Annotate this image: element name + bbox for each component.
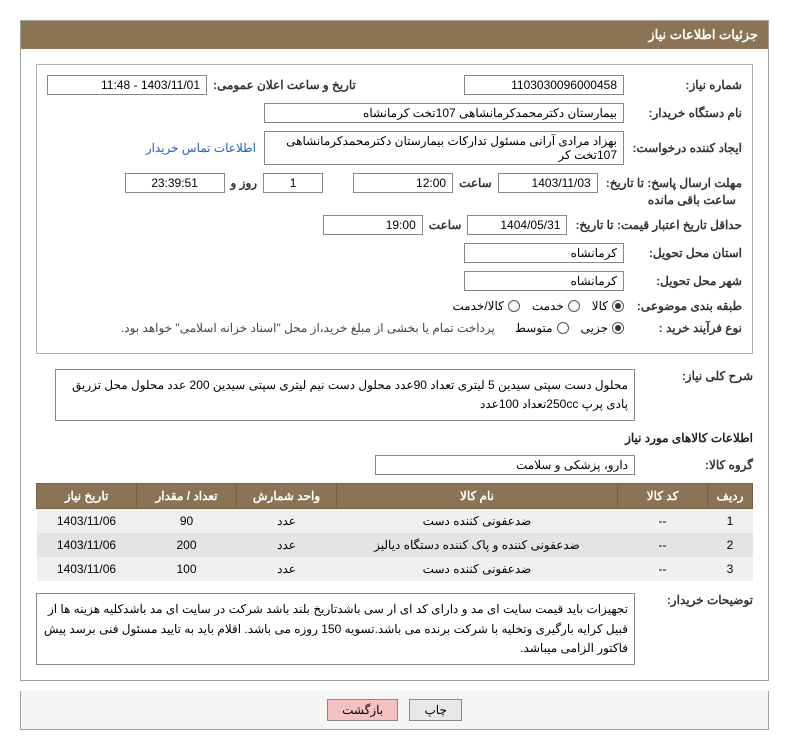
radio-service-dot	[568, 300, 580, 312]
table-cell: ضدعفونی کننده دست	[337, 509, 618, 534]
radio-partial-dot	[612, 322, 624, 334]
buyer-org-value: بیمارستان دکترمحمدکرمانشاهی 107تخت کرمان…	[264, 103, 624, 123]
table-cell: عدد	[237, 533, 337, 557]
table-cell: 200	[137, 533, 237, 557]
radio-service[interactable]: خدمت	[532, 299, 580, 313]
contact-link[interactable]: اطلاعات تماس خریدار	[146, 141, 256, 155]
table-cell: عدد	[237, 557, 337, 581]
purchase-type-group: جزیی متوسط	[515, 321, 624, 335]
buyer-notes-label: توضیحات خریدار:	[643, 593, 753, 607]
announce-label: تاریخ و ساعت اعلان عمومی:	[213, 78, 356, 92]
need-desc-box: محلول دست سپتی سیدین 5 لیتری تعداد 90عدد…	[55, 369, 635, 421]
table-cell: 1403/11/06	[37, 533, 137, 557]
table-cell: 1403/11/06	[37, 509, 137, 534]
remaining-days: 1	[263, 173, 323, 193]
delivery-city: کرمانشاه	[464, 271, 624, 291]
requester-label: ایجاد کننده درخواست:	[632, 141, 742, 155]
back-button[interactable]: بازگشت	[327, 699, 398, 721]
print-button[interactable]: چاپ	[409, 699, 461, 721]
min-validity-time: 19:00	[323, 215, 423, 235]
main-fieldset: شماره نیاز: 1103030096000458 تاریخ و ساع…	[36, 64, 753, 354]
table-cell: ضدعفونی کننده و پاک کننده دستگاه دیالیز	[337, 533, 618, 557]
table-header: تعداد / مقدار	[137, 484, 237, 509]
remaining-time: 23:39:51	[125, 173, 225, 193]
table-header: ردیف	[708, 484, 753, 509]
category-radio-group: کالا خدمت کالا/خدمت	[452, 299, 624, 313]
need-desc-label: شرح کلی نیاز:	[643, 369, 753, 383]
table-row: 1--ضدعفونی کننده دستعدد901403/11/06	[37, 509, 753, 534]
footer-buttons: چاپ بازگشت	[20, 691, 769, 730]
table-cell: 100	[137, 557, 237, 581]
radio-goods-service-dot	[508, 300, 520, 312]
min-validity-date: 1404/05/31	[467, 215, 567, 235]
need-number-value: 1103030096000458	[464, 75, 624, 95]
table-cell: 2	[708, 533, 753, 557]
deadline-time-label: ساعت	[459, 176, 492, 190]
table-header: کد کالا	[618, 484, 708, 509]
goods-group: دارو، پزشکی و سلامت	[375, 455, 635, 475]
radio-goods[interactable]: کالا	[592, 299, 624, 313]
table-cell: ضدعفونی کننده دست	[337, 557, 618, 581]
announce-value: 1403/11/01 - 11:48	[47, 75, 207, 95]
buyer-org-label: نام دستگاه خریدار:	[632, 106, 742, 120]
radio-medium[interactable]: متوسط	[515, 321, 569, 335]
items-table: ردیفکد کالانام کالاواحد شمارشتعداد / مقد…	[36, 483, 753, 581]
deadline-send-time: 12:00	[353, 173, 453, 193]
radio-goods-service[interactable]: کالا/خدمت	[452, 299, 519, 313]
table-cell: 1	[708, 509, 753, 534]
items-section-title: اطلاعات کالاهای مورد نیاز	[36, 431, 753, 445]
details-panel: جزئیات اطلاعات نیاز شماره نیاز: 11030300…	[20, 20, 769, 681]
table-cell: 90	[137, 509, 237, 534]
table-cell: عدد	[237, 509, 337, 534]
table-cell: 3	[708, 557, 753, 581]
radio-medium-dot	[557, 322, 569, 334]
radio-partial[interactable]: جزیی	[581, 321, 624, 335]
buyer-notes-box: تجهیزات باید قیمت سایت ای مد و دارای کد …	[36, 593, 635, 665]
payment-note: پرداخت تمام یا بخشی از مبلغ خرید،از محل …	[121, 321, 495, 335]
table-header: نام کالا	[337, 484, 618, 509]
requester-value: بهزاد مرادی آرانی مسئول تدارکات بیمارستا…	[264, 131, 624, 165]
table-row: 2--ضدعفونی کننده و پاک کننده دستگاه دیال…	[37, 533, 753, 557]
table-cell: --	[618, 509, 708, 534]
min-validity-label: حداقل تاریخ اعتبار قیمت: تا تاریخ:	[575, 218, 742, 232]
table-header: واحد شمارش	[237, 484, 337, 509]
deadline-send-date: 1403/11/03	[498, 173, 598, 193]
deadline-send-label: مهلت ارسال پاسخ: تا تاریخ:	[606, 176, 742, 190]
table-cell: --	[618, 533, 708, 557]
radio-goods-dot	[612, 300, 624, 312]
table-header: تاریخ نیاز	[37, 484, 137, 509]
need-number-label: شماره نیاز:	[632, 78, 742, 92]
table-row: 3--ضدعفونی کننده دستعدد1001403/11/06	[37, 557, 753, 581]
delivery-province: کرمانشاه	[464, 243, 624, 263]
delivery-province-label: استان محل تحویل:	[632, 246, 742, 260]
delivery-city-label: شهر محل تحویل:	[632, 274, 742, 288]
remaining-suffix: ساعت باقی مانده	[648, 193, 736, 207]
table-cell: --	[618, 557, 708, 581]
min-validity-time-label: ساعت	[429, 218, 462, 232]
table-cell: 1403/11/06	[37, 557, 137, 581]
remaining-days-label: روز و	[231, 176, 258, 190]
panel-title: جزئیات اطلاعات نیاز	[21, 21, 768, 49]
purchase-type-label: نوع فرآیند خرید :	[632, 321, 742, 335]
category-label: طبقه بندی موضوعی:	[632, 299, 742, 313]
goods-group-label: گروه کالا:	[643, 458, 753, 472]
